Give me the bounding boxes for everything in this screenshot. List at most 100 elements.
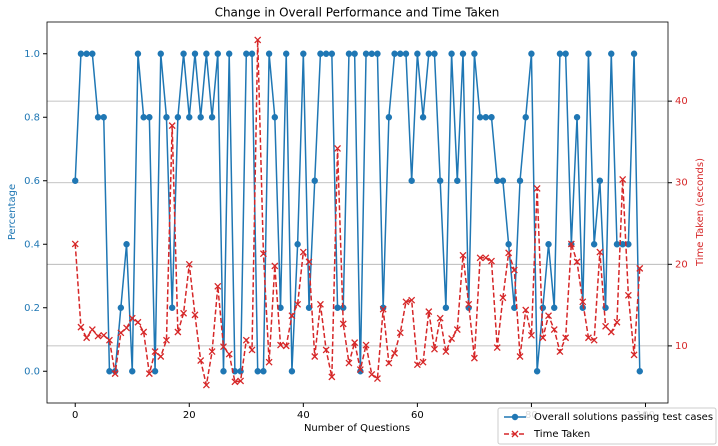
- x-axis-label: Number of Questions: [304, 423, 410, 434]
- point: [294, 241, 301, 248]
- point: [71, 240, 79, 248]
- point: [551, 304, 558, 311]
- point: [391, 50, 398, 57]
- point: [539, 304, 547, 311]
- legend-box: [497, 407, 717, 445]
- point: [260, 368, 267, 375]
- point: [453, 326, 461, 334]
- point: [140, 328, 148, 336]
- point: [340, 304, 347, 311]
- point: [89, 50, 96, 57]
- point: [488, 257, 495, 265]
- point: [373, 375, 381, 382]
- point: [339, 320, 347, 328]
- point: [476, 254, 484, 262]
- point: [527, 331, 535, 339]
- point: [385, 359, 393, 367]
- point: [128, 314, 136, 322]
- point: [248, 346, 256, 354]
- point: [231, 378, 239, 386]
- point: [556, 50, 564, 57]
- point: [488, 114, 495, 121]
- point: [94, 114, 102, 121]
- series-line: [74, 53, 641, 372]
- y2-tick-label: 40: [675, 96, 688, 107]
- point: [528, 50, 535, 57]
- point: [379, 305, 387, 313]
- point: [83, 50, 90, 57]
- point: [408, 177, 415, 184]
- point: [511, 304, 518, 311]
- point: [596, 248, 604, 256]
- point: [243, 50, 250, 57]
- point: [397, 50, 404, 57]
- y-axis-label: Percentage: [7, 184, 18, 240]
- point: [208, 348, 216, 356]
- point: [630, 50, 638, 57]
- point: [117, 304, 125, 311]
- point: [197, 114, 204, 121]
- point: [471, 50, 478, 57]
- point: [482, 114, 490, 121]
- y-tick-label: 0.6: [24, 176, 40, 187]
- point: [562, 334, 570, 342]
- point: [482, 254, 490, 262]
- point: [493, 344, 501, 351]
- point: [151, 368, 159, 375]
- point: [277, 304, 284, 311]
- point: [545, 241, 552, 248]
- point: [186, 114, 193, 121]
- point: [522, 306, 530, 314]
- x-tick-label: 60: [411, 410, 424, 421]
- point: [357, 368, 364, 375]
- point: [311, 353, 319, 360]
- point: [180, 309, 188, 317]
- point: [425, 308, 433, 316]
- point: [220, 343, 227, 351]
- point: [499, 294, 507, 302]
- point: [539, 334, 547, 342]
- point: [374, 50, 381, 57]
- point: [100, 331, 108, 339]
- point: [317, 50, 324, 57]
- point: [282, 342, 290, 350]
- point: [368, 370, 376, 378]
- point: [123, 324, 131, 332]
- point: [208, 114, 216, 121]
- series-line: [74, 39, 641, 386]
- point: [454, 177, 461, 184]
- point: [413, 361, 421, 369]
- point: [237, 377, 245, 385]
- point: [442, 348, 450, 356]
- x-tick-label: 40: [297, 410, 310, 421]
- point: [265, 50, 273, 57]
- point: [100, 114, 107, 121]
- point: [77, 50, 85, 57]
- point: [590, 241, 598, 248]
- point: [476, 114, 484, 121]
- point: [88, 326, 96, 334]
- point: [214, 50, 221, 57]
- point: [242, 336, 250, 344]
- point: [288, 368, 296, 375]
- point: [613, 241, 621, 248]
- point: [556, 348, 564, 356]
- point: [300, 50, 307, 57]
- point: [402, 298, 410, 306]
- point: [203, 50, 210, 57]
- point: [436, 314, 444, 322]
- point: [499, 177, 507, 184]
- point: [470, 354, 478, 362]
- point: [294, 300, 302, 308]
- point: [607, 328, 615, 336]
- point: [191, 311, 199, 319]
- point: [185, 260, 193, 268]
- point: [459, 251, 467, 259]
- point: [619, 175, 627, 183]
- point: [106, 368, 113, 375]
- point: [271, 114, 279, 121]
- point: [550, 326, 558, 334]
- point: [362, 341, 370, 349]
- point: [385, 114, 393, 121]
- point: [608, 50, 615, 57]
